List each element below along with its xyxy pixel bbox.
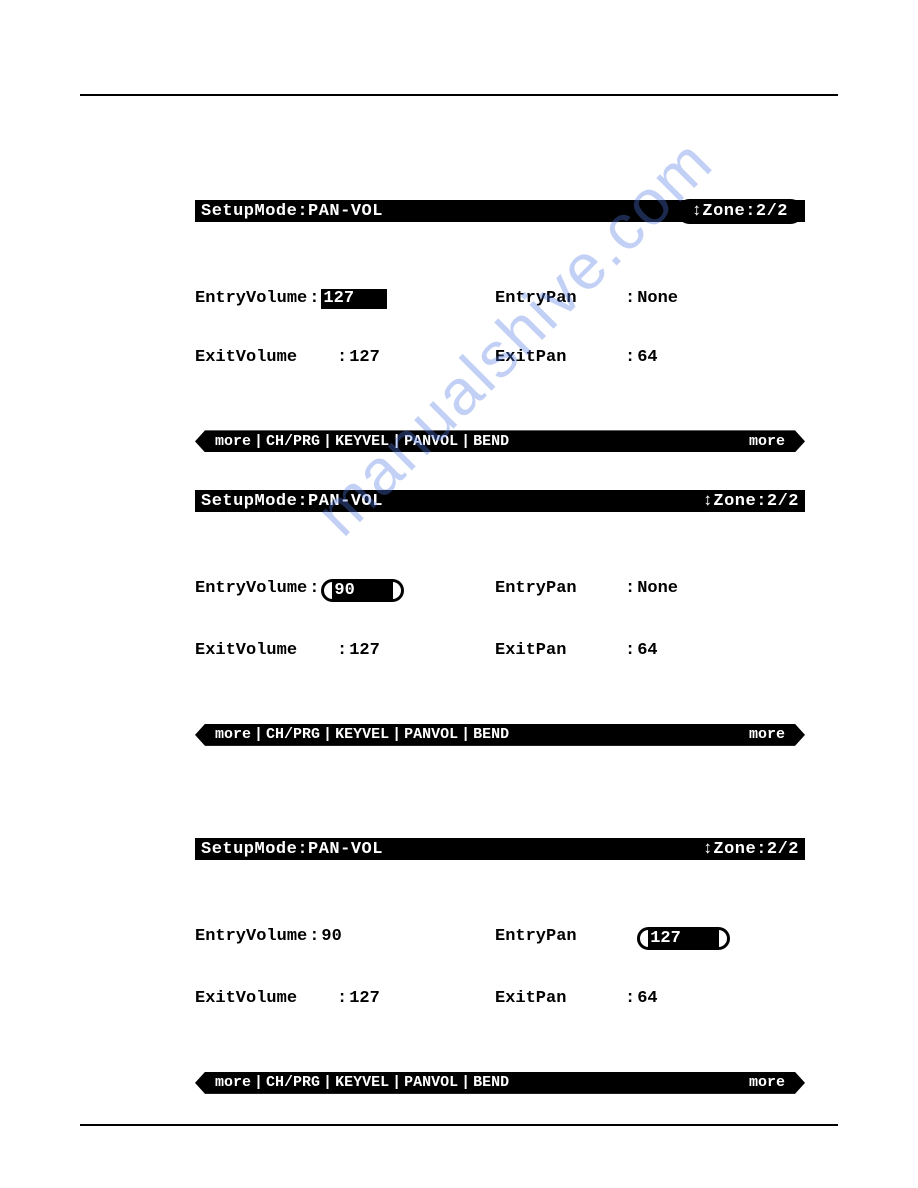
softkey-chprg[interactable]: CH/PRG: [264, 726, 322, 743]
softkey-chprg[interactable]: CH/PRG: [264, 1074, 322, 1091]
zone-indicator[interactable]: ↕Zone:2/2: [703, 840, 799, 859]
entry-pan-label: EntryPan: [495, 289, 623, 309]
header-title: SetupMode:PAN-VOL: [201, 492, 703, 511]
softkey-bend[interactable]: BEND: [471, 726, 511, 743]
softkey-keyvel[interactable]: KEYVEL: [333, 726, 391, 743]
exit-pan-label: ExitPan: [495, 989, 623, 1009]
softkey-keyvel[interactable]: KEYVEL: [333, 1074, 391, 1091]
softkey-keyvel[interactable]: KEYVEL: [333, 433, 391, 450]
softkey-more-right[interactable]: more: [747, 433, 787, 450]
exit-volume-label: ExitVolume: [195, 641, 335, 661]
exit-volume-label: ExitVolume: [195, 989, 335, 1009]
header-bar: SetupMode:PAN-VOL ↕Zone:2/2: [195, 490, 805, 512]
entry-volume-label: EntryVolume: [195, 927, 307, 947]
header-title: SetupMode:PAN-VOL: [201, 202, 681, 221]
softkey-bar: more | CH/PRG | KEYVEL | PANVOL | BEND m…: [195, 1072, 805, 1094]
exit-volume-value[interactable]: 127: [349, 348, 380, 368]
lcd-panel-3: SetupMode:PAN-VOL ↕Zone:2/2 EntryVolume:…: [195, 838, 805, 1094]
entry-pan-value[interactable]: None: [637, 579, 678, 599]
exit-pan-value[interactable]: 64: [637, 641, 657, 661]
softkey-more-right[interactable]: more: [747, 726, 787, 743]
param-block: EntryVolume:90 EntryPan:None ExitVolume:…: [195, 540, 805, 700]
exit-volume-value[interactable]: 127: [349, 641, 380, 661]
zone-indicator[interactable]: ↕Zone:2/2: [681, 202, 799, 221]
softkey-bar: more | CH/PRG | KEYVEL | PANVOL | BEND m…: [195, 724, 805, 746]
entry-pan-value[interactable]: None: [637, 289, 678, 309]
softkey-panvol[interactable]: PANVOL: [402, 433, 460, 450]
entry-volume-label: EntryVolume: [195, 289, 307, 309]
softkey-more-left[interactable]: more: [213, 726, 253, 743]
exit-pan-label: ExitPan: [495, 641, 623, 661]
entry-volume-highlighted[interactable]: 90: [321, 579, 404, 602]
softkey-bend[interactable]: BEND: [471, 1074, 511, 1091]
divider-bottom: [80, 1124, 838, 1126]
softkey-panvol[interactable]: PANVOL: [402, 726, 460, 743]
softkey-bar: more | CH/PRG | KEYVEL | PANVOL | BEND m…: [195, 430, 805, 452]
zone-indicator[interactable]: ↕Zone:2/2: [703, 492, 799, 511]
softkey-bend[interactable]: BEND: [471, 433, 511, 450]
param-block: EntryVolume:127 EntryPan:None ExitVolume…: [195, 250, 805, 406]
softkey-more-left[interactable]: more: [213, 1074, 253, 1091]
lcd-panel-1: SetupMode:PAN-VOL ↕Zone:2/2 EntryVolume:…: [195, 200, 805, 452]
softkey-panvol[interactable]: PANVOL: [402, 1074, 460, 1091]
entry-pan-label: EntryPan: [495, 927, 623, 950]
header-bar: SetupMode:PAN-VOL ↕Zone:2/2: [195, 838, 805, 860]
softkey-chprg[interactable]: CH/PRG: [264, 433, 322, 450]
header-title: SetupMode:PAN-VOL: [201, 840, 703, 859]
entry-pan-label: EntryPan: [495, 579, 623, 599]
exit-pan-label: ExitPan: [495, 348, 623, 368]
entry-pan-highlighted[interactable]: 127: [637, 927, 730, 950]
exit-volume-value[interactable]: 127: [349, 989, 380, 1009]
entry-volume-label: EntryVolume: [195, 579, 307, 602]
entry-volume-value[interactable]: 127: [321, 289, 386, 309]
divider-top: [80, 94, 838, 96]
exit-volume-label: ExitVolume: [195, 348, 335, 368]
zone-chip-highlighted[interactable]: ↕Zone:2/2: [677, 199, 803, 224]
param-block: EntryVolume:90 EntryPan:127 ExitVolume:1…: [195, 888, 805, 1048]
exit-pan-value[interactable]: 64: [637, 989, 657, 1009]
header-bar: SetupMode:PAN-VOL ↕Zone:2/2: [195, 200, 805, 222]
softkey-more-right[interactable]: more: [747, 1074, 787, 1091]
exit-pan-value[interactable]: 64: [637, 348, 657, 368]
softkey-more-left[interactable]: more: [213, 433, 253, 450]
entry-volume-value[interactable]: 90: [321, 927, 341, 947]
lcd-panel-2: SetupMode:PAN-VOL ↕Zone:2/2 EntryVolume:…: [195, 490, 805, 746]
